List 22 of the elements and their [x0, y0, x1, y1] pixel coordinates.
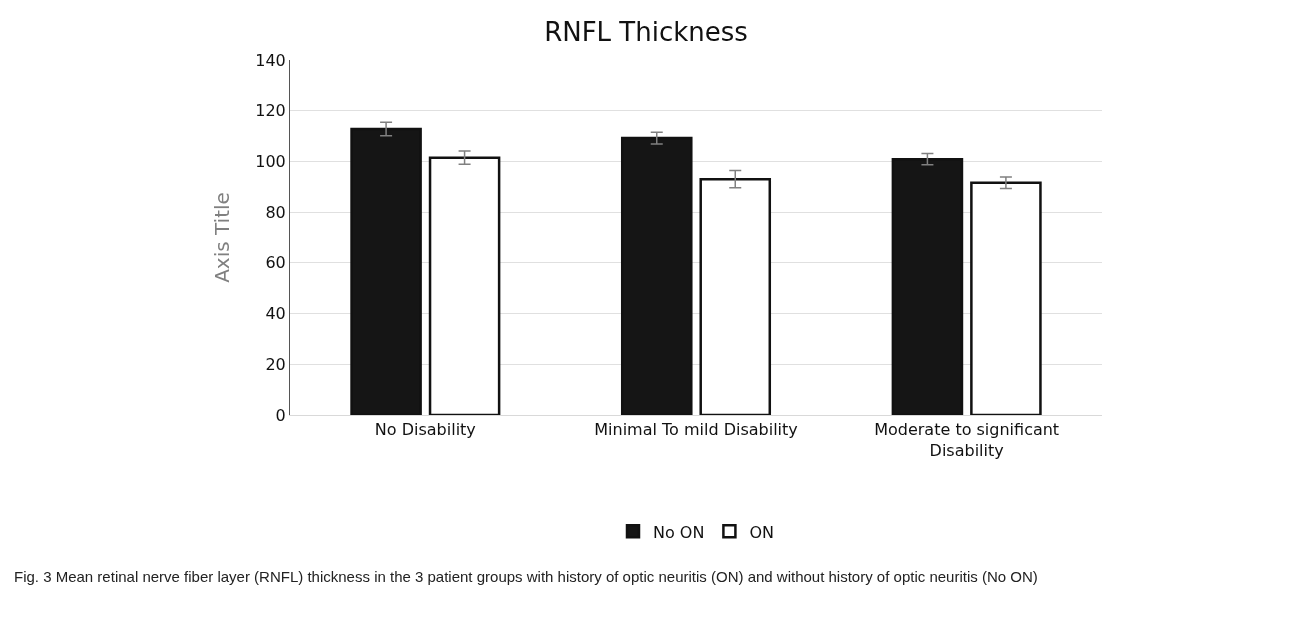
- y-tick-label: 120: [255, 101, 286, 121]
- chart-title: RNFL Thickness: [544, 16, 748, 47]
- bar: [699, 177, 772, 415]
- bar: [428, 156, 501, 415]
- y-axis-title: Axis Title: [209, 192, 234, 283]
- y-tick-label: 0: [275, 405, 286, 425]
- legend-label: ON: [749, 522, 774, 542]
- y-tick-label: 40: [265, 304, 286, 324]
- legend-label: No ON: [653, 522, 705, 542]
- bar: [620, 136, 693, 415]
- y-tick-label: 20: [265, 354, 286, 374]
- bar: [891, 157, 964, 415]
- bar: [350, 127, 422, 415]
- y-tick-label: 60: [265, 253, 286, 273]
- x-tick-label: Moderate to significant Disability: [874, 420, 1060, 460]
- y-tick-label: 80: [265, 202, 286, 222]
- y-tick-label: 140: [255, 50, 286, 70]
- caption: Fig. 3 Mean retinal nerve fiber layer (RNFL) thickness in the 3 patient groups with history of optic neuritis (ON) and without history of optic neuritis (No ON): [14, 567, 1039, 587]
- bar: [970, 181, 1042, 415]
- y-tick-label: 100: [255, 152, 286, 172]
- x-tick-label: Minimal To mild Disability: [594, 420, 798, 440]
- x-tick-label: No Disability: [374, 420, 476, 440]
